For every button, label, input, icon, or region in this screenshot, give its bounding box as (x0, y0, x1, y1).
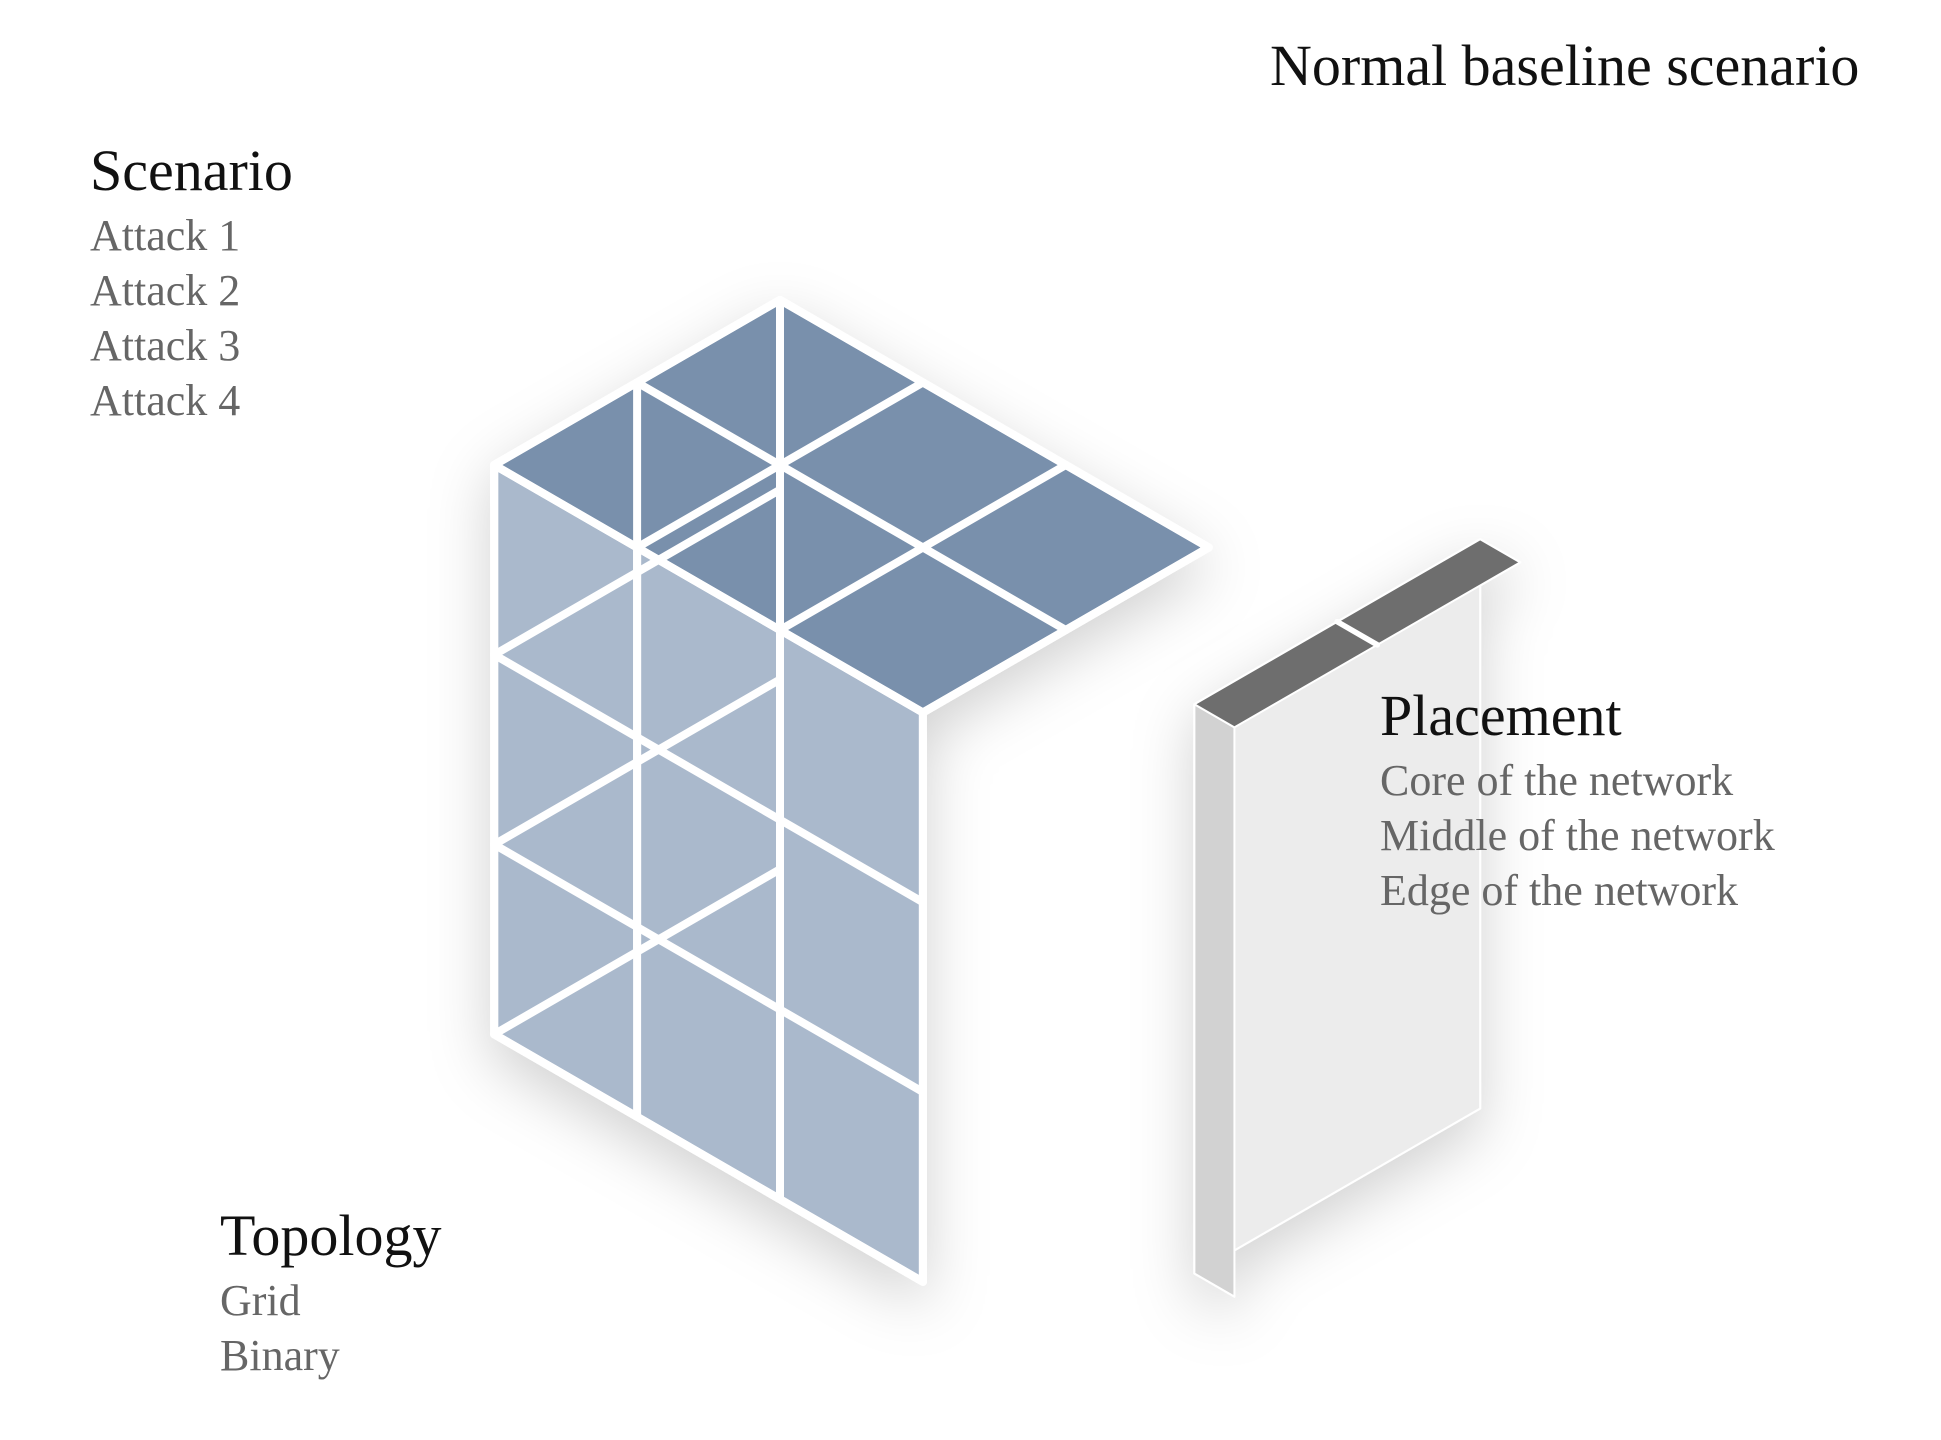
scenario-item: Attack 1 (90, 208, 293, 263)
placement-block: Placement Core of the network Middle of … (1380, 680, 1775, 918)
topology-title: Topology (220, 1200, 442, 1273)
topology-item: Grid (220, 1273, 442, 1328)
scenario-item: Attack 3 (90, 318, 293, 373)
main-cube (494, 300, 1208, 1282)
topology-block: Topology Grid Binary (220, 1200, 442, 1383)
placement-item: Core of the network (1380, 753, 1775, 808)
baseline-slab (1194, 539, 1520, 1296)
scenario-item: Attack 4 (90, 373, 293, 428)
placement-item: Middle of the network (1380, 808, 1775, 863)
scenario-block: Scenario Attack 1 Attack 2 Attack 3 Atta… (90, 135, 293, 428)
cube-group (494, 300, 1520, 1297)
placement-item: Edge of the network (1380, 863, 1775, 918)
topology-item: Binary (220, 1328, 442, 1383)
baseline-title: Normal baseline scenario (1270, 30, 1859, 103)
scenario-title: Scenario (90, 135, 293, 208)
scenario-item: Attack 2 (90, 263, 293, 318)
baseline-title-block: Normal baseline scenario (1270, 30, 1859, 103)
placement-title: Placement (1380, 680, 1775, 753)
